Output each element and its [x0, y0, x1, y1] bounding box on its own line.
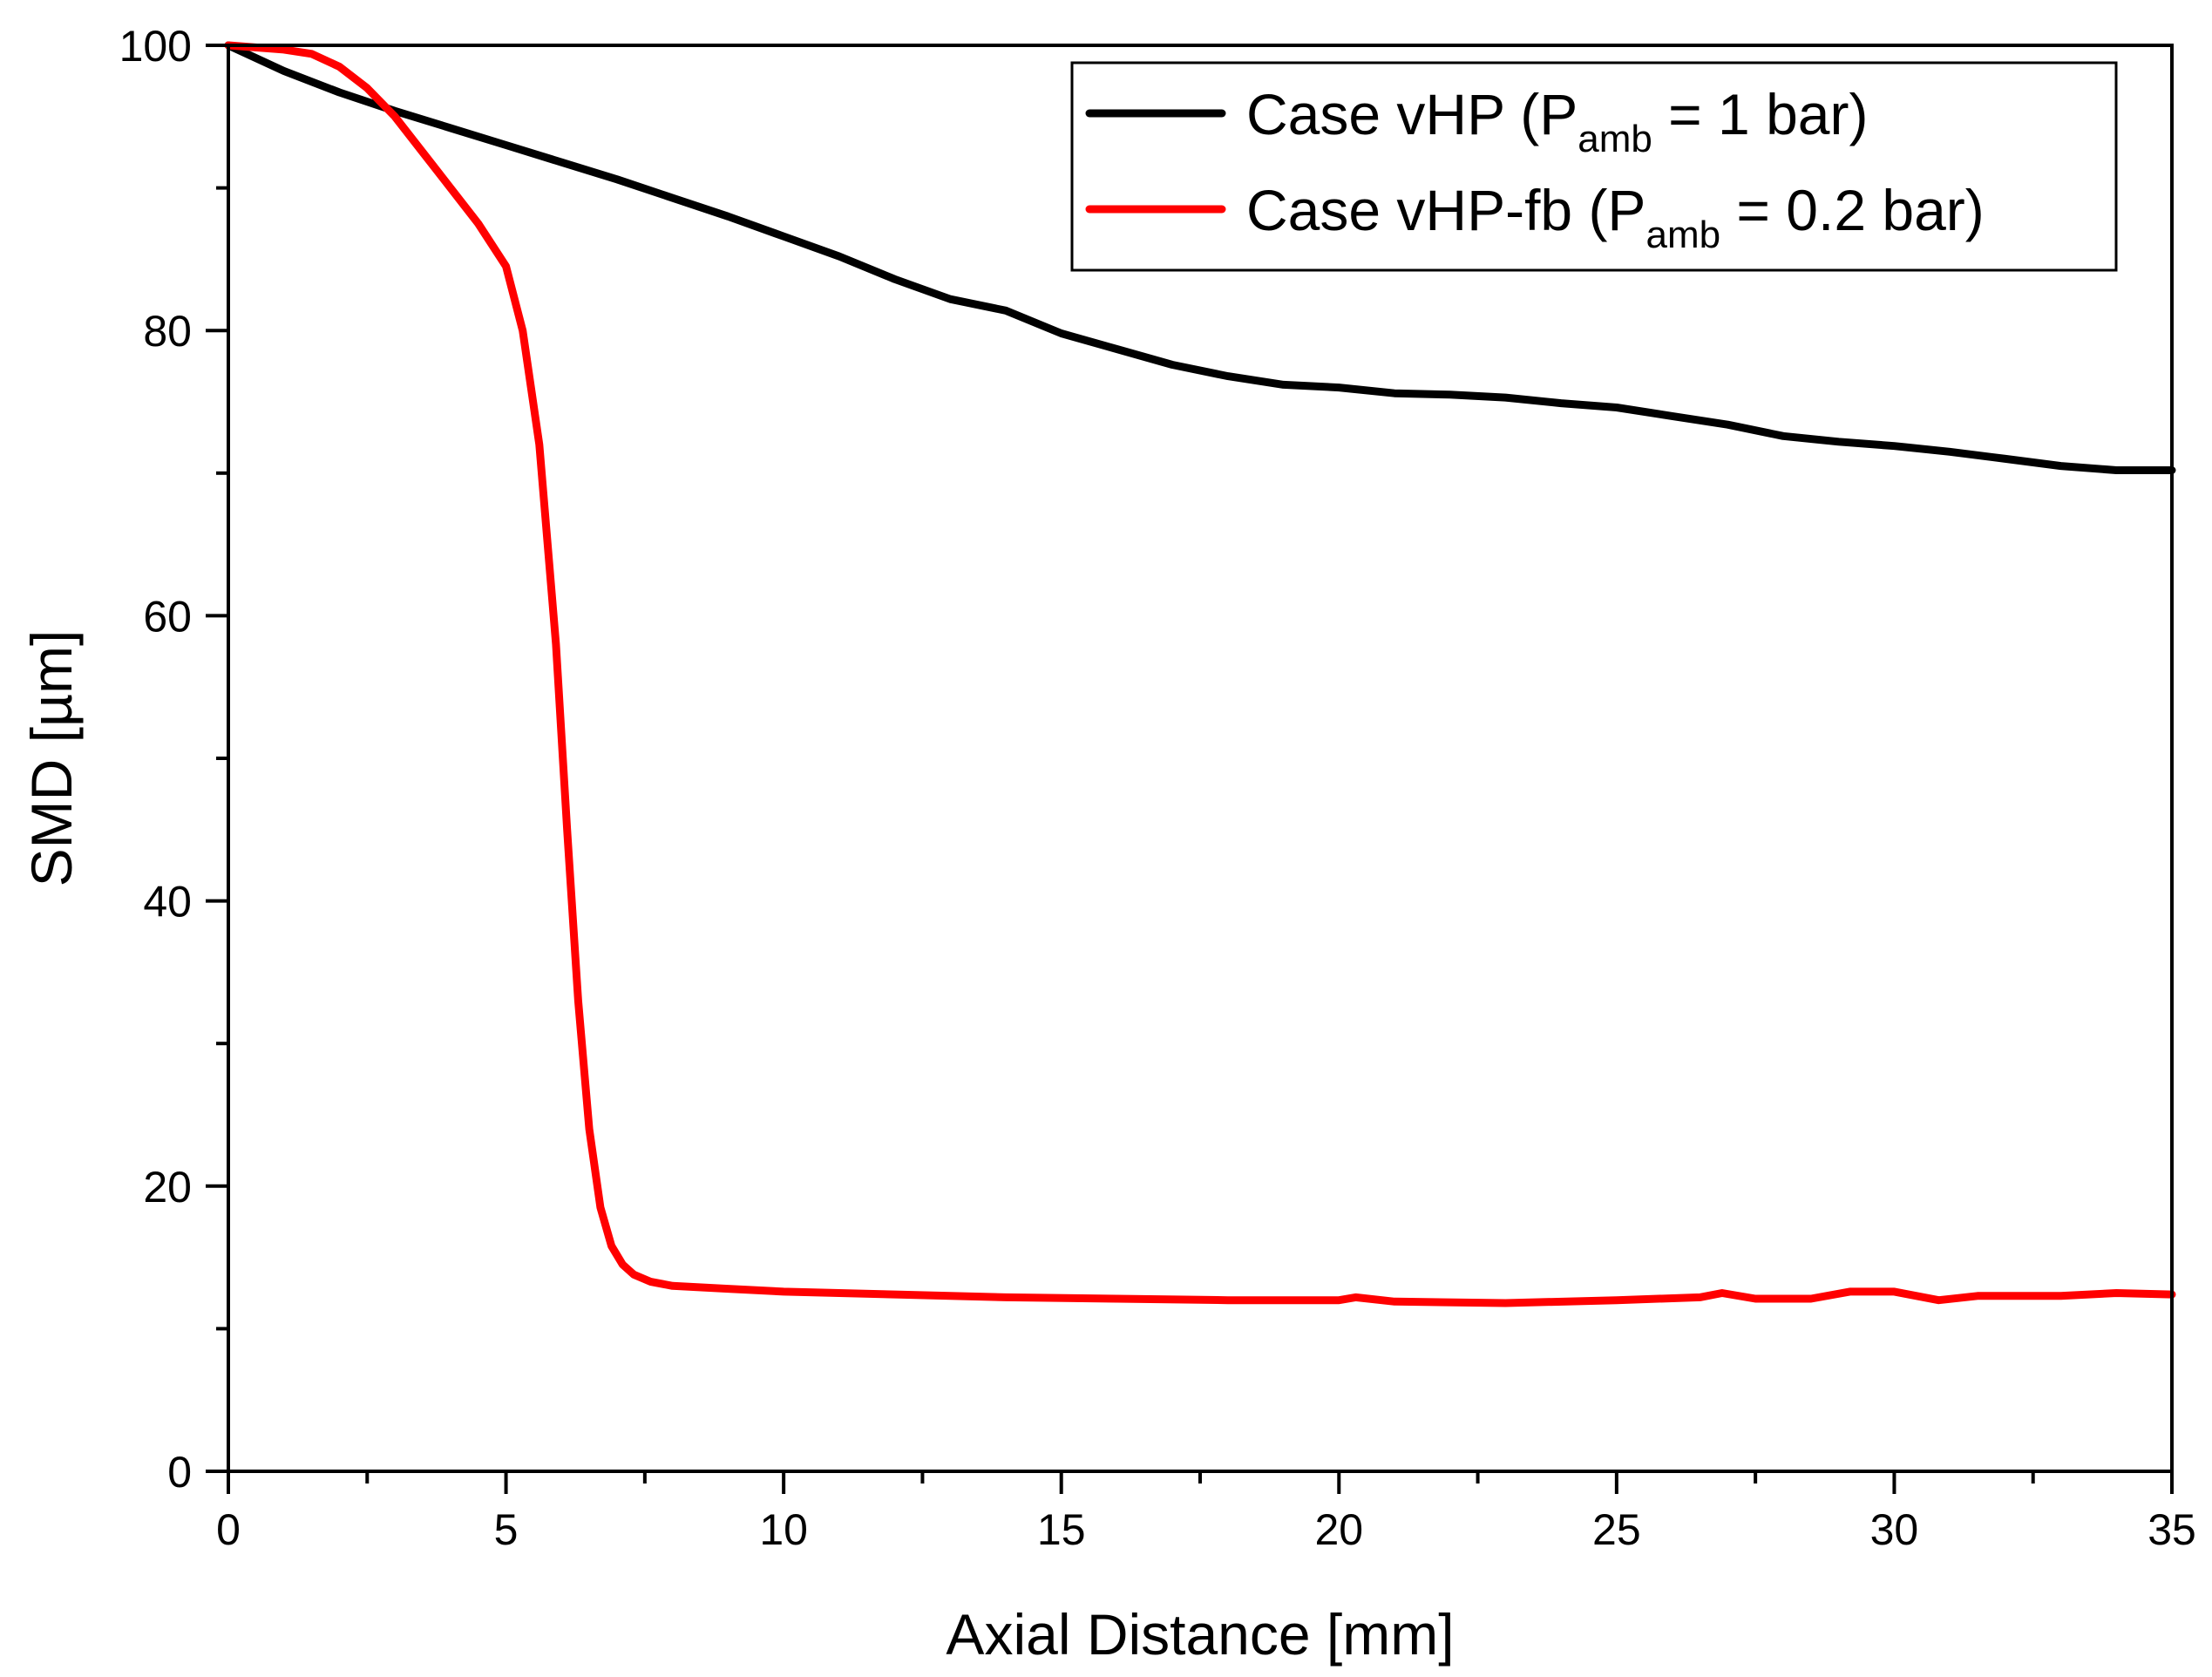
- y-tick-label: 100: [119, 22, 192, 71]
- x-tick-label: 10: [759, 1505, 808, 1554]
- legend-label-2: Case vHP-fb (Pamb = 0.2 bar): [1246, 178, 1985, 256]
- y-tick-label: 80: [143, 307, 192, 356]
- y-axis-title: SMD [µm]: [19, 630, 84, 887]
- axes-layer: 0 5 10 15 20 25 30 35 0 20 40 60 80 100: [119, 22, 2196, 1554]
- x-tick-label: 5: [494, 1505, 519, 1554]
- y-tick-label: 40: [143, 878, 192, 927]
- legend-box: [1070, 61, 2118, 272]
- legend: Case vHP (Pamb = 1 bar) Case vHP-fb (Pamb…: [1070, 61, 2118, 272]
- series-line-2: [224, 41, 2176, 1307]
- x-tick-label: 20: [1314, 1505, 1363, 1554]
- x-tick-label: 35: [2148, 1505, 2196, 1554]
- series-line-1: [224, 41, 2176, 474]
- x-tick-label: 15: [1037, 1505, 1086, 1554]
- y-tick-label: 20: [143, 1163, 192, 1212]
- x-axis-title: Axial Distance [mm]: [946, 1602, 1454, 1667]
- legend-label-1: Case vHP (Pamb = 1 bar): [1246, 82, 1868, 160]
- plot-layer: [224, 41, 2176, 1307]
- x-tick-label: 25: [1592, 1505, 1641, 1554]
- y-tick-label: 60: [143, 592, 192, 641]
- y-tick-label: 0: [167, 1448, 192, 1497]
- x-tick-label: 30: [1870, 1505, 1919, 1554]
- x-tick-label: 0: [216, 1505, 241, 1554]
